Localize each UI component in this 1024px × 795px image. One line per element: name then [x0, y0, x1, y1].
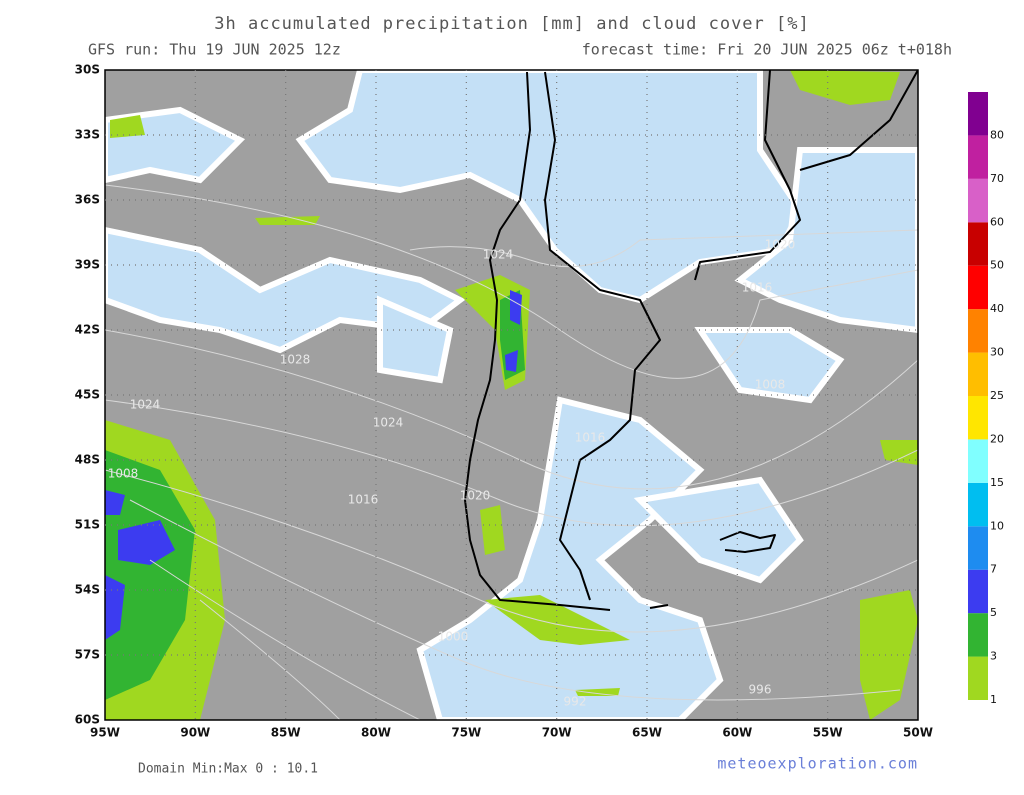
isobar-label: 1024: [483, 248, 514, 262]
colorbar-label: 70: [990, 172, 1004, 185]
colorbar-label: 60: [990, 215, 1004, 228]
lat-label: 54S: [75, 583, 100, 597]
colorbar-bin: [968, 569, 988, 614]
colorbar-bin: [968, 135, 988, 179]
isobar-label: 1020: [765, 238, 796, 252]
colorbar-bin: [968, 265, 988, 310]
lon-label: 55W: [813, 726, 843, 740]
lat-label: 60S: [75, 713, 100, 727]
lon-label: 80W: [361, 726, 391, 740]
colorbar-bin: [968, 222, 988, 266]
domain-minmax: Domain Min:Max 0 : 10.1: [138, 762, 318, 777]
colorbar-bin: [968, 396, 988, 440]
colorbar-label: 40: [990, 302, 1004, 315]
isobar-label: 1020: [460, 489, 491, 503]
lat-label: 42S: [75, 323, 100, 337]
lat-label: 45S: [75, 388, 100, 402]
isobar-label: 1016: [348, 493, 379, 507]
lat-label: 57S: [75, 648, 100, 662]
lon-label: 50W: [903, 726, 933, 740]
lat-label: 39S: [75, 258, 100, 272]
isobar-label: 1000: [438, 630, 469, 644]
lat-label: 36S: [75, 193, 100, 207]
colorbar-label: 20: [990, 432, 1004, 445]
colorbar-label: 80: [990, 128, 1004, 141]
lon-label: 75W: [451, 726, 481, 740]
colorbar-label: 3: [990, 650, 997, 663]
lat-label: 48S: [75, 453, 100, 467]
colorbar-label: 25: [990, 389, 1004, 402]
colorbar-label: 5: [990, 606, 997, 619]
lat-label: 51S: [75, 518, 100, 532]
lon-label: 60W: [722, 726, 752, 740]
colorbar-label: 7: [990, 563, 997, 576]
isobar-label: 1024: [130, 398, 161, 412]
isobar-label: 1008: [108, 467, 139, 481]
colorbar-bin: [968, 439, 988, 483]
coastlines: [464, 70, 918, 611]
isobar-label: 1008: [755, 378, 786, 392]
forecast-time: forecast time: Fri 20 JUN 2025 06z t+018…: [582, 41, 952, 59]
colorbar-label: 50: [990, 259, 1004, 272]
site: meteoexploration.com: [717, 755, 918, 773]
colorbar-bin: [968, 656, 988, 700]
lat-label: 33S: [75, 128, 100, 142]
colorbar-bin: [968, 613, 988, 657]
isobar-label: 1016: [575, 431, 606, 445]
colorbar-bin: [968, 309, 988, 353]
colorbar-bin: [968, 526, 988, 570]
lon-label: 90W: [180, 726, 210, 740]
isobar-label: 1016: [742, 281, 773, 295]
lat-label: 30S: [75, 63, 100, 77]
map: [104, 69, 919, 721]
isobar-label: 1028: [280, 353, 311, 367]
lon-label: 70W: [542, 726, 572, 740]
run-time: GFS run: Thu 19 JUN 2025 12z: [88, 41, 341, 59]
colorbar-bin: [968, 178, 988, 223]
colorbar-bin: [968, 482, 988, 527]
isobar-label: 1024: [373, 416, 404, 430]
colorbar-label: 30: [990, 346, 1004, 359]
isobar-label: 996: [749, 683, 772, 697]
colorbar-bin: [968, 92, 988, 136]
colorbar-label: 1: [990, 693, 997, 706]
colorbar-label: 10: [990, 519, 1004, 532]
isobar-label: 992: [564, 695, 587, 709]
lon-label: 85W: [271, 726, 301, 740]
title: 3h accumulated precipitation [mm] and cl…: [214, 14, 809, 34]
isobars: [105, 184, 918, 720]
lon-label: 65W: [632, 726, 662, 740]
lon-label: 95W: [90, 726, 120, 740]
colorbar-bin: [968, 352, 988, 396]
colorbar-label: 15: [990, 476, 1004, 489]
